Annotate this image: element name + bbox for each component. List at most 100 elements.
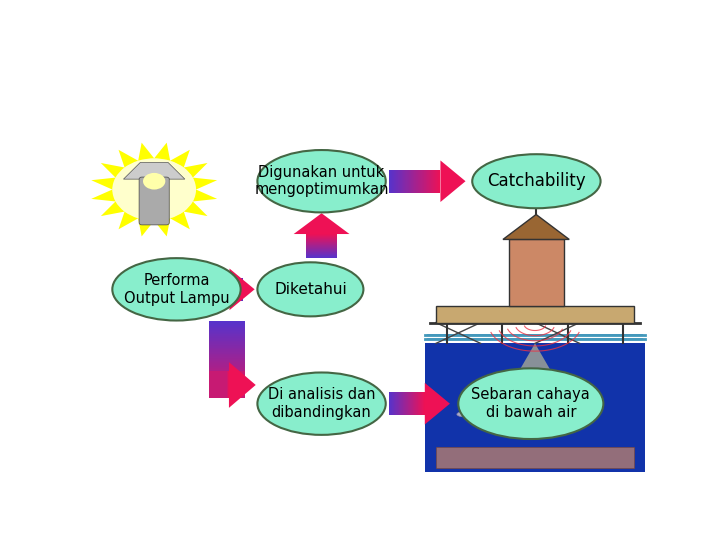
Polygon shape bbox=[209, 342, 245, 343]
Polygon shape bbox=[193, 178, 217, 190]
Polygon shape bbox=[154, 190, 196, 201]
Polygon shape bbox=[154, 190, 184, 218]
Polygon shape bbox=[101, 163, 125, 178]
Polygon shape bbox=[154, 178, 196, 190]
Polygon shape bbox=[209, 376, 245, 377]
Polygon shape bbox=[436, 306, 634, 322]
Polygon shape bbox=[209, 354, 245, 355]
Polygon shape bbox=[209, 345, 245, 346]
Polygon shape bbox=[119, 150, 138, 167]
Polygon shape bbox=[209, 333, 245, 334]
Polygon shape bbox=[119, 212, 138, 230]
Polygon shape bbox=[209, 363, 245, 364]
Ellipse shape bbox=[258, 373, 386, 435]
Polygon shape bbox=[101, 201, 125, 216]
Text: Digunakan untuk
mengoptimumkan: Digunakan untuk mengoptimumkan bbox=[254, 165, 389, 198]
Ellipse shape bbox=[112, 158, 196, 221]
Ellipse shape bbox=[513, 409, 526, 414]
Polygon shape bbox=[425, 383, 450, 424]
Polygon shape bbox=[209, 343, 245, 344]
Polygon shape bbox=[209, 381, 245, 382]
Polygon shape bbox=[229, 362, 256, 408]
Polygon shape bbox=[209, 324, 245, 325]
FancyBboxPatch shape bbox=[139, 177, 169, 225]
Polygon shape bbox=[294, 213, 349, 234]
Polygon shape bbox=[209, 326, 245, 327]
Polygon shape bbox=[209, 327, 245, 328]
Polygon shape bbox=[184, 201, 207, 216]
Polygon shape bbox=[91, 190, 115, 201]
Polygon shape bbox=[209, 336, 245, 337]
Polygon shape bbox=[441, 160, 466, 202]
Polygon shape bbox=[209, 337, 245, 338]
Polygon shape bbox=[138, 218, 154, 237]
Polygon shape bbox=[209, 369, 245, 370]
Polygon shape bbox=[209, 356, 245, 357]
Polygon shape bbox=[209, 367, 245, 368]
Polygon shape bbox=[209, 355, 245, 356]
Polygon shape bbox=[209, 357, 245, 358]
Ellipse shape bbox=[112, 258, 240, 321]
Polygon shape bbox=[230, 268, 255, 310]
Polygon shape bbox=[209, 321, 245, 322]
Polygon shape bbox=[209, 370, 245, 371]
Polygon shape bbox=[209, 332, 245, 333]
Polygon shape bbox=[209, 346, 245, 347]
Ellipse shape bbox=[458, 368, 603, 439]
Polygon shape bbox=[124, 163, 185, 179]
Ellipse shape bbox=[457, 412, 471, 417]
Polygon shape bbox=[125, 190, 154, 218]
Polygon shape bbox=[209, 364, 245, 365]
Polygon shape bbox=[209, 325, 245, 326]
Polygon shape bbox=[154, 218, 170, 237]
Polygon shape bbox=[209, 350, 245, 351]
Polygon shape bbox=[209, 384, 245, 385]
Polygon shape bbox=[209, 379, 245, 380]
Polygon shape bbox=[209, 334, 245, 335]
Polygon shape bbox=[209, 341, 245, 342]
Polygon shape bbox=[154, 190, 170, 221]
Polygon shape bbox=[425, 343, 645, 472]
Polygon shape bbox=[154, 143, 170, 161]
Polygon shape bbox=[209, 338, 245, 339]
Polygon shape bbox=[209, 361, 245, 362]
Polygon shape bbox=[209, 383, 245, 384]
Text: Di analisis dan
dibandingkan: Di analisis dan dibandingkan bbox=[268, 388, 375, 420]
Polygon shape bbox=[154, 161, 184, 190]
Polygon shape bbox=[138, 143, 154, 161]
Polygon shape bbox=[125, 161, 154, 190]
Polygon shape bbox=[209, 344, 245, 345]
Polygon shape bbox=[91, 178, 115, 190]
Polygon shape bbox=[209, 360, 245, 361]
Polygon shape bbox=[209, 372, 245, 399]
Polygon shape bbox=[170, 150, 190, 167]
Polygon shape bbox=[209, 382, 245, 383]
Polygon shape bbox=[209, 348, 245, 349]
Polygon shape bbox=[209, 353, 245, 354]
Ellipse shape bbox=[541, 414, 554, 420]
Polygon shape bbox=[209, 375, 245, 376]
Polygon shape bbox=[209, 371, 245, 372]
Polygon shape bbox=[154, 190, 193, 212]
Polygon shape bbox=[193, 190, 217, 201]
Polygon shape bbox=[209, 378, 245, 379]
Polygon shape bbox=[115, 190, 154, 212]
Polygon shape bbox=[209, 347, 245, 348]
Polygon shape bbox=[115, 167, 154, 190]
Polygon shape bbox=[490, 343, 580, 421]
Polygon shape bbox=[508, 239, 564, 306]
Polygon shape bbox=[209, 374, 245, 375]
Polygon shape bbox=[436, 447, 634, 468]
Polygon shape bbox=[209, 349, 245, 350]
Text: Performa
Output Lampu: Performa Output Lampu bbox=[124, 273, 229, 306]
Polygon shape bbox=[154, 158, 170, 190]
Ellipse shape bbox=[258, 262, 364, 316]
Polygon shape bbox=[170, 212, 190, 230]
Ellipse shape bbox=[258, 150, 386, 212]
Polygon shape bbox=[209, 372, 245, 373]
Polygon shape bbox=[209, 377, 245, 378]
Polygon shape bbox=[209, 340, 245, 341]
Polygon shape bbox=[209, 330, 245, 331]
Ellipse shape bbox=[485, 416, 499, 421]
Polygon shape bbox=[209, 373, 245, 374]
